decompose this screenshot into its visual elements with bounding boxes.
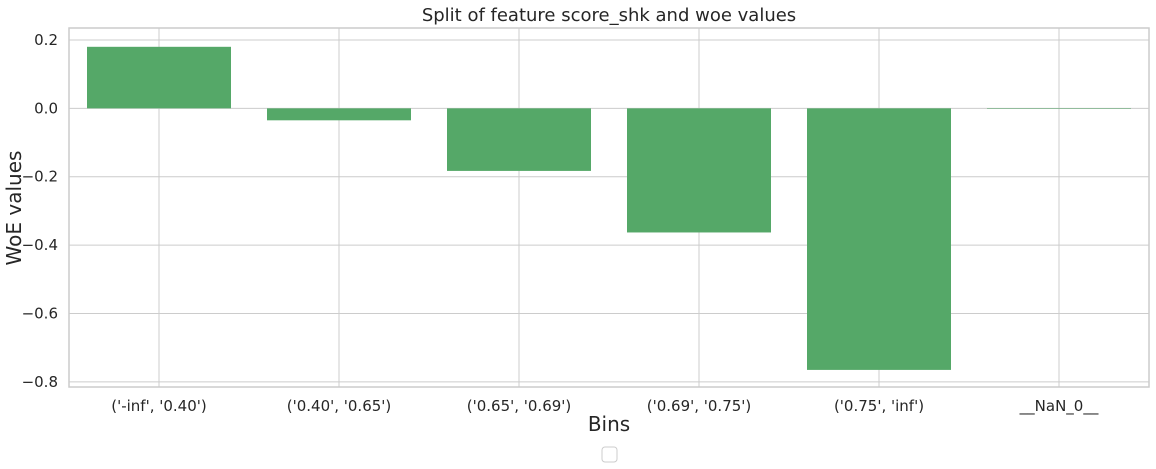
- bar: [87, 46, 231, 109]
- bar: [627, 108, 771, 233]
- x-tick-label: ('0.75', 'inf'): [834, 397, 924, 415]
- chart-title: Split of feature score_shk and woe value…: [422, 5, 796, 26]
- y-tick-label: 0.0: [34, 99, 58, 117]
- x-tick-label: __NaN_0__: [1019, 397, 1099, 416]
- bar: [447, 108, 591, 171]
- x-tick-label: ('0.40', '0.65'): [287, 397, 392, 415]
- x-tick-label: ('0.65', '0.69'): [467, 397, 572, 415]
- y-axis-label: WoE values: [2, 151, 26, 266]
- y-tick-label: −0.8: [22, 373, 58, 391]
- bars: [87, 46, 1131, 370]
- legend-box: [601, 446, 618, 463]
- y-tick-label: −0.2: [22, 168, 58, 186]
- bar: [267, 108, 411, 121]
- y-tick-label: −0.6: [22, 304, 58, 322]
- y-tick-label: −0.4: [22, 236, 58, 254]
- x-tick-label: ('-inf', '0.40'): [111, 397, 207, 415]
- grid-lines: [69, 28, 1149, 387]
- x-tick-labels: ('-inf', '0.40') ('0.40', '0.65') ('0.65',…: [111, 397, 1099, 416]
- y-tick-label: 0.2: [34, 31, 58, 49]
- x-axis-label: Bins: [588, 412, 630, 436]
- bar: [987, 108, 1131, 109]
- bar: [807, 108, 951, 370]
- plot-frame: [68, 27, 1150, 388]
- x-tick-label: ('0.69', '0.75'): [647, 397, 752, 415]
- y-tick-labels: −0.8 −0.6 −0.4 −0.2 0.0 0.2: [22, 31, 58, 391]
